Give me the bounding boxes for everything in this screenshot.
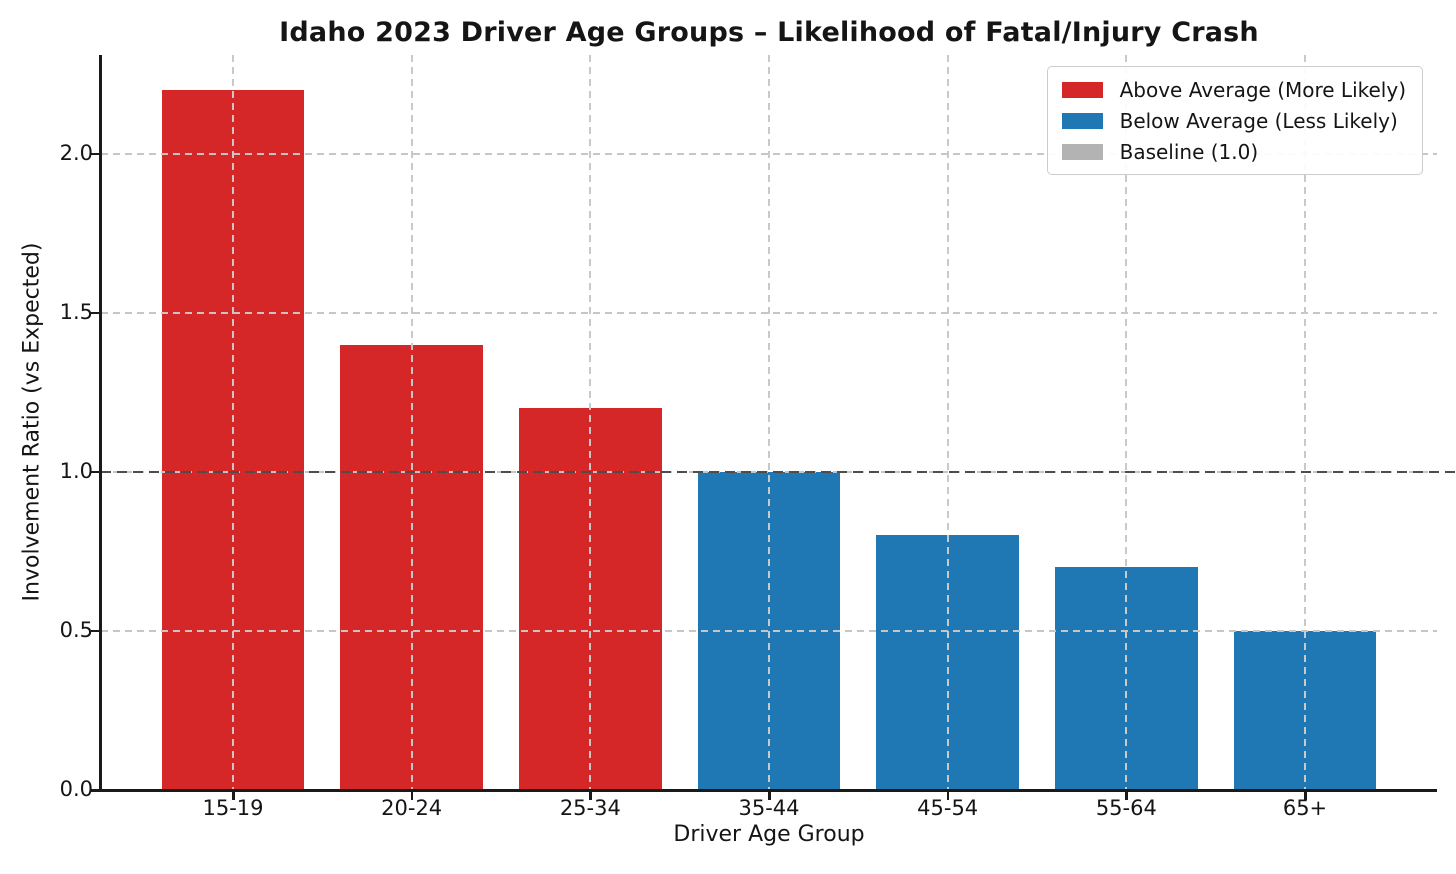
x-tick — [1125, 792, 1128, 800]
baseline-line — [101, 470, 1456, 473]
y-tick-label: 1.0 — [59, 458, 93, 483]
legend-label-below-average: Below Average (Less Likely) — [1119, 108, 1398, 133]
v-gridline — [1304, 55, 1306, 790]
legend-swatch-above-average — [1061, 81, 1103, 98]
legend-item-baseline: Baseline (1.0) — [1061, 138, 1406, 165]
y-tick — [91, 311, 99, 315]
x-tick — [1304, 792, 1307, 800]
y-axis-spine — [99, 55, 102, 792]
y-tick-label: 1.5 — [59, 299, 93, 324]
x-tick — [410, 792, 414, 800]
legend: Above Average (More Likely) Below Averag… — [1046, 66, 1423, 175]
y-axis-label: Involvement Ratio (vs Expected) — [19, 242, 45, 602]
x-tick-label: 35-44 — [738, 796, 800, 820]
y-tick-label: 0.5 — [59, 617, 93, 642]
y-tick-label: 2.0 — [59, 140, 93, 165]
chart-title: Idaho 2023 Driver Age Groups – Likelihoo… — [279, 17, 1259, 48]
x-axis-label: Driver Age Group — [673, 822, 865, 847]
v-gridline — [410, 55, 413, 790]
legend-swatch-below-average — [1061, 112, 1103, 129]
x-tick-label: 65+ — [1282, 796, 1328, 820]
x-tick-label: 20-24 — [381, 796, 443, 820]
v-gridline — [589, 55, 592, 790]
y-tick — [91, 152, 99, 156]
y-tick — [91, 470, 99, 474]
legend-item-above-average: Above Average (More Likely) — [1061, 76, 1406, 103]
v-gridline — [768, 55, 770, 790]
x-tick — [768, 792, 771, 800]
y-tick — [91, 629, 99, 633]
v-gridline — [1125, 55, 1128, 790]
x-tick — [589, 792, 592, 800]
legend-label-above-average: Above Average (More Likely) — [1119, 77, 1406, 102]
v-gridline — [946, 55, 949, 790]
y-tick — [91, 789, 99, 792]
x-tick — [232, 792, 235, 800]
x-tick-label: 45-54 — [917, 796, 979, 820]
x-tick — [946, 792, 950, 800]
x-tick-label: 15-19 — [202, 796, 264, 820]
legend-label-baseline: Baseline (1.0) — [1119, 139, 1259, 164]
x-tick-label: 55-64 — [1095, 796, 1157, 820]
legend-item-below-average: Below Average (Less Likely) — [1061, 107, 1406, 134]
x-axis-spine — [99, 789, 1437, 792]
legend-swatch-baseline — [1061, 143, 1103, 160]
v-gridline — [232, 55, 234, 790]
y-tick-label: 0.0 — [59, 777, 93, 801]
x-tick-label: 25-34 — [559, 796, 621, 820]
